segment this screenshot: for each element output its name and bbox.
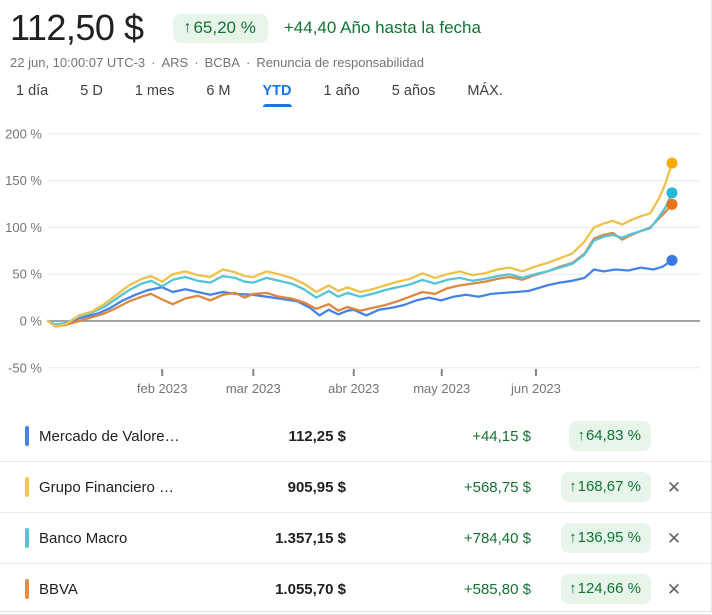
instrument-name: Mercado de Valore…: [39, 427, 180, 445]
comparison-row[interactable]: BBVA 1.055,70 $ +585,80 $ ↑ 124,66 % ✕: [0, 564, 711, 615]
y-axis-label: 0 %: [20, 314, 43, 329]
instrument-change: +585,80 $: [463, 580, 531, 598]
series-color-chip: [25, 477, 29, 497]
y-axis-label: -50 %: [8, 360, 42, 375]
instrument-name: BBVA: [39, 580, 78, 598]
instrument-percent-value: 136,95 %: [577, 529, 641, 546]
instrument-price: 905,95 $: [287, 478, 346, 496]
instrument-change: +44,15 $: [472, 427, 531, 445]
up-arrow-icon: ↑: [569, 529, 577, 546]
instrument-percent-badge-cell: ↑ 136,95 %: [531, 523, 651, 553]
close-cell: ✕: [651, 423, 697, 449]
time-range-tab-5-a-os[interactable]: 5 años: [391, 83, 436, 99]
instrument-name-cell: BBVA: [25, 579, 196, 599]
instrument-price: 112,25 $: [288, 427, 346, 445]
series-line-4: [46, 203, 674, 328]
instrument-name-cell: Banco Macro: [25, 528, 196, 548]
quote-header: 112,50 $ ↑ 65,20 % +44,40 Año hasta la f…: [0, 0, 711, 70]
x-axis-label: may 2023: [413, 381, 470, 396]
instrument-percent-badge: ↑ 168,67 %: [561, 472, 651, 502]
x-axis-label: feb 2023: [137, 381, 188, 396]
chart-canvas[interactable]: 200 % 150 % 100 % 50 % 0 % -50 % feb 2023 mar 2…: [0, 110, 712, 404]
up-arrow-icon: ↑: [183, 18, 192, 36]
meta-separator: ·: [151, 55, 156, 70]
instrument-percent-value: 168,67 %: [577, 478, 641, 495]
time-range-tab-1-a-o[interactable]: 1 año: [323, 83, 360, 99]
quote-timestamp: 22 jun, 10:00:07 UTC-3: [10, 55, 146, 70]
comparison-row[interactable]: Mercado de Valore… 112,25 $ +44,15 $ ↑ 6…: [0, 411, 711, 462]
close-cell: ✕: [651, 474, 697, 500]
series-color-chip: [25, 528, 29, 548]
instrument-percent-badge-cell: ↑ 64,83 %: [531, 421, 651, 451]
remove-comparison-button[interactable]: ✕: [661, 576, 687, 602]
x-axis-label: abr 2023: [328, 381, 379, 396]
close-cell: ✕: [651, 525, 697, 551]
time-range-tab-1-d-a[interactable]: 1 día: [16, 83, 49, 99]
instrument-percent-badge: ↑ 64,83 %: [569, 421, 651, 451]
price-row: 112,50 $ ↑ 65,20 % +44,40 Año hasta la f…: [10, 6, 701, 50]
meta-separator: ·: [245, 55, 251, 70]
time-range-tab-ytd[interactable]: YTD: [262, 83, 292, 107]
meta-separator: ·: [194, 55, 199, 70]
time-range-tab-5-d[interactable]: 5 D: [80, 83, 103, 99]
up-arrow-icon: ↑: [569, 478, 577, 495]
ytd-percent-value: 65,20 %: [193, 17, 256, 37]
instrument-percent-badge-cell: ↑ 124,66 %: [531, 574, 651, 604]
quote-exchange: BCBA: [204, 55, 240, 70]
up-arrow-icon: ↑: [569, 580, 577, 597]
instrument-name-cell: Mercado de Valore…: [25, 426, 196, 446]
series-endpoint-dot-4: [666, 198, 678, 210]
series-line-1: [46, 259, 674, 326]
instrument-change: +568,75 $: [463, 478, 531, 496]
time-range-tab-m-x-[interactable]: MÁX.: [467, 83, 503, 99]
series-endpoint-dot-2: [666, 157, 678, 169]
remove-comparison-button[interactable]: ✕: [661, 525, 687, 551]
time-range-tab-6-m[interactable]: 6 M: [206, 83, 231, 99]
instrument-name: Banco Macro: [39, 529, 128, 547]
quote-meta: 22 jun, 10:00:07 UTC-3 · ARS · BCBA · Re…: [10, 55, 701, 70]
ytd-percent-badge: ↑ 65,20 %: [173, 13, 268, 43]
instrument-percent-badge-cell: ↑ 168,67 %: [531, 472, 651, 502]
remove-comparison-button[interactable]: ✕: [661, 474, 687, 500]
instrument-percent-value: 124,66 %: [577, 580, 641, 597]
series-line-2: [46, 161, 674, 328]
x-axis-label: mar 2023: [226, 381, 281, 396]
instrument-name-cell: Grupo Financiero …: [25, 477, 196, 497]
instrument-percent-badge: ↑ 136,95 %: [561, 523, 651, 553]
instrument-change: +784,40 $: [463, 529, 531, 547]
ytd-change-text: +44,40 Año hasta la fecha: [283, 18, 481, 37]
price-chart[interactable]: 200 % 150 % 100 % 50 % 0 % -50 % feb 2023 mar 2…: [0, 110, 711, 409]
instrument-name: Grupo Financiero …: [39, 478, 175, 496]
y-axis-label: 150 %: [5, 173, 42, 188]
series-color-chip: [25, 579, 29, 599]
quote-currency: ARS: [161, 55, 189, 70]
disclaimer-link[interactable]: Renuncia de responsabilidad: [256, 55, 424, 70]
series-line-3: [46, 191, 674, 326]
y-axis-label: 200 %: [5, 126, 42, 141]
time-range-tabs: 1 día 5 D 1 mes 6 M YTD 1 año 5 años MÁX.: [0, 83, 711, 110]
instrument-percent-value: 64,83 %: [585, 427, 641, 444]
comparison-list: Mercado de Valore… 112,25 $ +44,15 $ ↑ 6…: [0, 411, 711, 615]
x-axis-label: jun 2023: [510, 381, 561, 396]
comparison-row[interactable]: Grupo Financiero … 905,95 $ +568,75 $ ↑ …: [0, 462, 711, 513]
series-endpoint-dot-1: [666, 254, 678, 266]
current-price: 112,50 $: [10, 7, 144, 48]
instrument-price: 1.055,70 $: [275, 580, 346, 598]
series-endpoint-dot-3: [666, 187, 678, 199]
time-range-tab-1-mes[interactable]: 1 mes: [134, 83, 175, 99]
comparison-row[interactable]: Banco Macro 1.357,15 $ +784,40 $ ↑ 136,9…: [0, 513, 711, 564]
y-axis-label: 50 %: [12, 267, 42, 282]
close-cell: ✕: [651, 576, 697, 602]
y-axis-label: 100 %: [5, 220, 42, 235]
series-color-chip: [25, 426, 29, 446]
instrument-price: 1.357,15 $: [275, 529, 346, 547]
up-arrow-icon: ↑: [577, 427, 585, 444]
instrument-percent-badge: ↑ 124,66 %: [561, 574, 651, 604]
